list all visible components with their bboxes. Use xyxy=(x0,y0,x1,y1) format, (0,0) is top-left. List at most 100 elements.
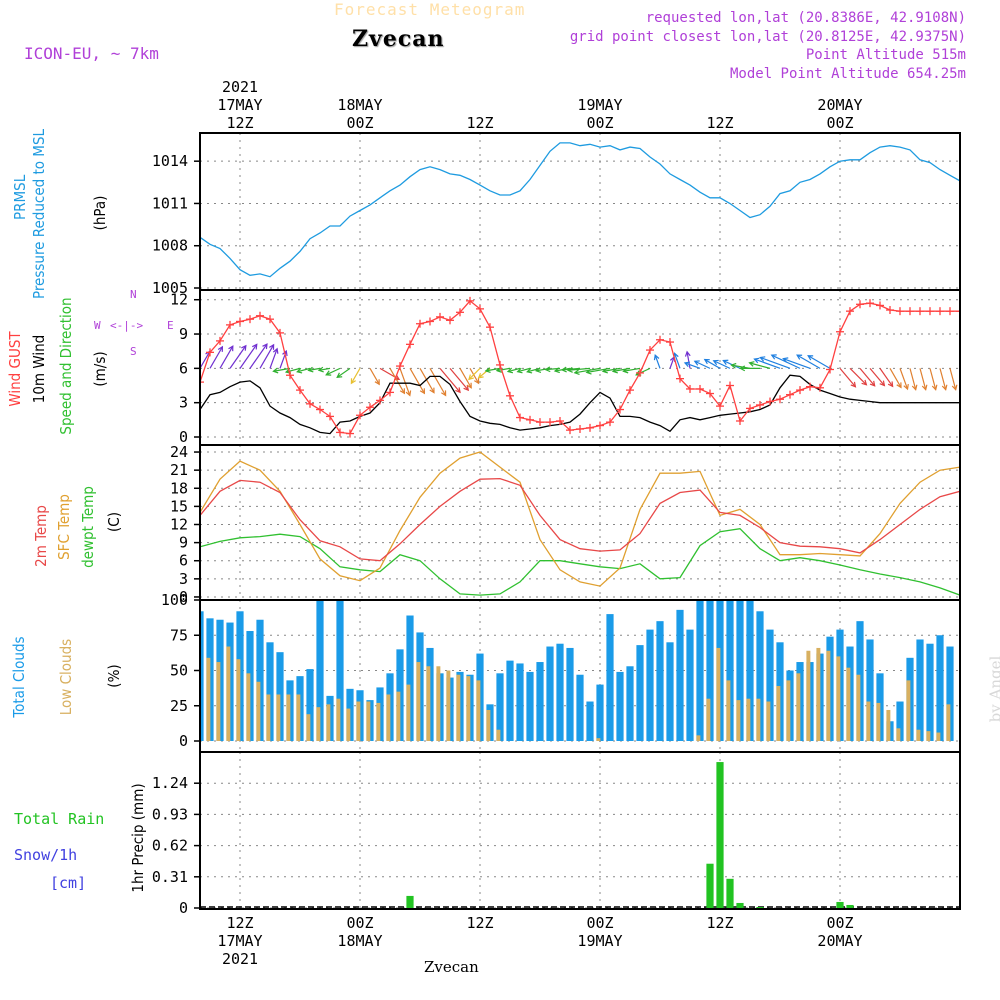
gust-line-marker xyxy=(446,316,454,325)
wind-direction-arrow xyxy=(229,344,247,369)
gust-line-marker xyxy=(796,386,804,395)
y-tick-label: 0 xyxy=(179,588,188,606)
gust-line-marker xyxy=(286,371,294,380)
arrow-head xyxy=(683,361,690,368)
low-cloud-bar xyxy=(386,694,391,741)
low-clouds-label: Low Clouds xyxy=(57,638,75,716)
rain-bar xyxy=(736,902,744,908)
low-cloud-bar xyxy=(396,691,401,741)
wind-direction-arrow xyxy=(859,367,876,387)
low-cloud-bar xyxy=(246,673,251,741)
gust-line-marker xyxy=(716,402,724,411)
wind-direction-arrow xyxy=(693,360,711,369)
arrow-shaft xyxy=(350,368,361,384)
arrow-shaft xyxy=(807,355,831,369)
wind-direction-arrow xyxy=(879,368,894,388)
arrow-shaft xyxy=(239,344,258,369)
wind-direction-arrow xyxy=(807,355,831,369)
y-tick-label: 9 xyxy=(179,325,188,343)
wind-direction-arrow xyxy=(269,347,279,369)
gust-line-marker xyxy=(526,415,534,424)
model-point-altitude: Model Point Altitude 654.25m xyxy=(729,66,966,82)
y-tick-label: 0 xyxy=(179,899,188,917)
top-date-label: 12Z xyxy=(226,114,253,132)
low-cloud-bar xyxy=(806,650,811,741)
arrow-head xyxy=(307,366,314,373)
sfc-temp-line xyxy=(200,451,960,587)
arrow-shaft xyxy=(429,368,447,396)
total-cloud-bar xyxy=(696,600,704,741)
total-cloud-bar xyxy=(506,660,514,741)
arrow-head xyxy=(611,367,618,374)
total-cloud-bar xyxy=(756,611,764,741)
arrow-head xyxy=(269,343,275,350)
y-tick-label: 21 xyxy=(170,461,188,479)
y-tick-label: 24 xyxy=(170,443,188,461)
low-cloud-bar xyxy=(316,707,321,741)
arrow-head xyxy=(753,357,760,364)
y-tick-label: 0.31 xyxy=(152,868,188,886)
arrow-shaft xyxy=(749,362,771,369)
y-tick-label: 0 xyxy=(179,732,188,750)
arrow-shaft xyxy=(713,360,731,369)
wind-direction-arrow xyxy=(622,367,641,374)
precip-panel: 0 0.31 0.62 0.93 1.24 xyxy=(152,762,960,917)
arrow-shaft xyxy=(760,356,791,369)
wind-direction-arrow xyxy=(249,343,268,369)
rain-bar xyxy=(756,906,764,908)
gust-line-marker xyxy=(686,384,694,393)
arrow-shaft xyxy=(704,359,721,369)
y-tick-label: 1005 xyxy=(152,279,188,297)
wind-direction-arrow xyxy=(419,368,435,394)
precip-frame xyxy=(199,751,961,910)
arrow-head xyxy=(506,367,514,374)
arrow-head xyxy=(252,343,258,350)
gust-line-marker xyxy=(246,315,254,324)
low-cloud-bar xyxy=(896,728,901,741)
gust-line-marker xyxy=(576,424,584,433)
wind-direction-arrow xyxy=(796,354,821,369)
y-tick-label: 18 xyxy=(170,479,188,497)
low-cloud-bar xyxy=(946,704,951,741)
arrow-shaft xyxy=(574,367,601,374)
total-cloud-bar xyxy=(706,600,714,741)
arrow-head xyxy=(544,366,551,373)
low-cloud-bar xyxy=(266,694,271,741)
arrow-shaft xyxy=(459,368,472,389)
arrow-shaft xyxy=(297,367,311,373)
arrow-head xyxy=(282,349,288,357)
total-cloud-bar xyxy=(646,629,654,741)
top-date-label: 12Z xyxy=(706,114,733,132)
precip-unit: 1hr Precip (mm) xyxy=(129,783,147,893)
total-cloud-bar xyxy=(566,647,574,741)
total-cloud-bar xyxy=(626,666,634,741)
gust-line-marker xyxy=(346,429,354,438)
arrow-shaft xyxy=(635,367,651,376)
arrow-head xyxy=(722,359,729,365)
gust-line-marker xyxy=(476,304,484,313)
total-cloud-bar xyxy=(766,629,774,741)
bottom-date-label: 19MAY xyxy=(577,932,622,950)
arrow-head xyxy=(759,356,766,362)
t2m-line xyxy=(200,477,960,562)
low-cloud-bar xyxy=(356,701,361,741)
arrow-shaft xyxy=(669,356,675,369)
compass-w: W xyxy=(94,319,101,332)
arrow-head xyxy=(807,355,814,361)
arrow-head xyxy=(560,366,567,373)
gust-line-marker xyxy=(376,396,384,405)
low-cloud-bar xyxy=(826,650,831,741)
wind-frame xyxy=(199,289,961,446)
y-tick-label: 15 xyxy=(170,497,188,515)
low-cloud-bar xyxy=(746,698,751,741)
arrow-head xyxy=(622,367,629,374)
arrow-head xyxy=(566,367,573,373)
wind-direction-arrow xyxy=(272,367,291,374)
arrow-shaft xyxy=(419,368,435,393)
arrow-head xyxy=(228,345,234,352)
rain-bar xyxy=(716,762,724,908)
wind-direction-arrow xyxy=(239,343,258,369)
gust-line-marker xyxy=(426,317,434,326)
arrow-head xyxy=(405,390,412,397)
arrow-shaft xyxy=(209,346,223,369)
